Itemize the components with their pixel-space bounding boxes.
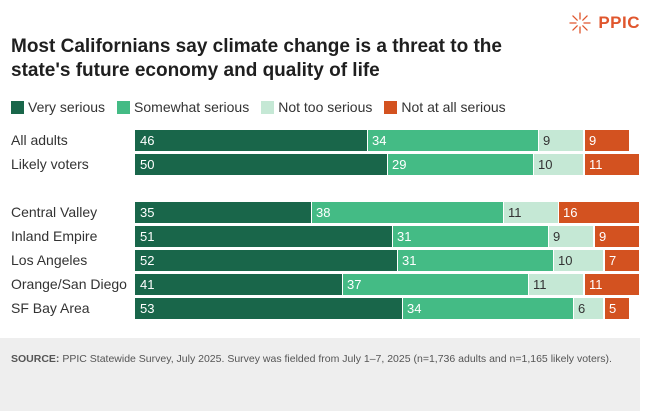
bar-segment xyxy=(558,202,639,223)
source-note: SOURCE: PPIC Statewide Survey, July 2025… xyxy=(0,338,640,411)
category-label: All adults xyxy=(11,132,68,148)
bar-segment xyxy=(311,202,503,223)
bar-segment xyxy=(584,154,639,175)
legend-item: Not at all serious xyxy=(384,99,506,115)
bar-row: 52 31 10 7 xyxy=(135,250,639,271)
category-label: Likely voters xyxy=(11,156,89,172)
bar-segment xyxy=(584,274,639,295)
legend-item: Not too serious xyxy=(261,99,372,115)
bar-segment xyxy=(387,154,533,175)
bar-segment xyxy=(135,130,367,151)
data-label: 53 xyxy=(140,301,155,316)
bar-segment xyxy=(135,154,387,175)
bar-segment xyxy=(548,226,593,247)
legend-swatch xyxy=(117,100,131,114)
brand-name: PPIC xyxy=(598,13,640,32)
source-label: SOURCE: xyxy=(11,353,60,365)
data-label: 10 xyxy=(558,253,573,268)
bar-segment xyxy=(135,202,311,223)
legend-swatch xyxy=(11,100,24,114)
bar-segment xyxy=(397,250,553,271)
category-label: Los Angeles xyxy=(11,252,88,268)
category-label: Orange/San Diego xyxy=(11,276,127,292)
data-label: 31 xyxy=(402,253,417,268)
data-label: 29 xyxy=(392,157,407,172)
bar-row: 51 31 9 9 xyxy=(135,226,639,247)
data-label: 51 xyxy=(140,229,155,244)
bar-segment xyxy=(503,202,558,223)
data-label: 34 xyxy=(407,301,422,316)
bar-row: 46 34 9 9 xyxy=(135,130,639,151)
bar-segment xyxy=(533,154,583,175)
data-label: 9 xyxy=(589,133,597,148)
legend-label: Very serious xyxy=(28,99,106,115)
legend-item: Somewhat serious xyxy=(117,99,249,115)
data-label: 7 xyxy=(609,253,617,268)
category-label: SF Bay Area xyxy=(11,300,90,316)
data-label: 9 xyxy=(543,133,551,148)
data-label: 9 xyxy=(599,229,607,244)
bar-segment xyxy=(528,274,583,295)
bar-segment xyxy=(135,226,392,247)
data-label: 38 xyxy=(316,205,331,220)
bar-segment xyxy=(135,250,397,271)
bar-segment xyxy=(584,130,629,151)
bar-segment xyxy=(538,130,583,151)
bar-segment xyxy=(342,274,528,295)
legend-label: Not too serious xyxy=(278,99,373,115)
data-label: 50 xyxy=(140,157,155,172)
data-label: 6 xyxy=(578,301,586,316)
legend-swatch xyxy=(261,100,275,114)
bar-row: 35 38 11 16 xyxy=(135,202,639,223)
data-label: 11 xyxy=(589,157,603,172)
chart-title: Most Californians say climate change is … xyxy=(11,36,502,81)
data-label: 16 xyxy=(563,205,578,220)
data-label: 11 xyxy=(589,277,603,292)
bar-segment xyxy=(573,298,603,319)
bar-segment xyxy=(135,298,402,319)
legend-item: Very serious xyxy=(11,99,105,115)
bar-segment xyxy=(553,250,603,271)
data-label: 9 xyxy=(553,229,561,244)
bar-segment xyxy=(594,226,639,247)
ppic-logo: PPIC xyxy=(568,11,640,35)
bar-segment xyxy=(604,298,629,319)
data-label: 46 xyxy=(140,133,155,148)
data-label: 34 xyxy=(372,133,387,148)
bar-segment xyxy=(135,274,342,295)
data-label: 52 xyxy=(140,253,155,268)
data-label: 41 xyxy=(140,277,155,292)
bar-segment xyxy=(402,298,573,319)
category-label: Central Valley xyxy=(11,204,98,220)
legend: Very serious Somewhat serious Not too seri… xyxy=(11,99,518,115)
bar-row: 50 29 10 11 xyxy=(135,154,639,175)
data-label: 5 xyxy=(609,301,617,316)
data-label: 11 xyxy=(508,205,522,220)
data-label: 31 xyxy=(397,229,412,244)
data-label: 37 xyxy=(347,277,362,292)
bar-segment xyxy=(367,130,538,151)
data-label: 11 xyxy=(533,277,547,292)
bar-segment xyxy=(392,226,548,247)
bar-row: 41 37 11 11 xyxy=(135,274,639,295)
sunburst-icon xyxy=(569,12,591,34)
data-label: 35 xyxy=(140,205,155,220)
bar-row: 53 34 6 5 xyxy=(135,298,639,319)
legend-label: Somewhat serious xyxy=(134,99,250,115)
category-label: Inland Empire xyxy=(11,228,98,244)
legend-swatch xyxy=(384,100,398,114)
legend-label: Not at all serious xyxy=(401,99,506,115)
source-text: PPIC Statewide Survey, July 2025. Survey… xyxy=(62,353,612,365)
bar-segment xyxy=(604,250,639,271)
data-label: 10 xyxy=(538,157,553,172)
